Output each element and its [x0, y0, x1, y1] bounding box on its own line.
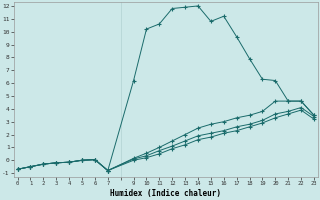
- X-axis label: Humidex (Indice chaleur): Humidex (Indice chaleur): [110, 189, 221, 198]
